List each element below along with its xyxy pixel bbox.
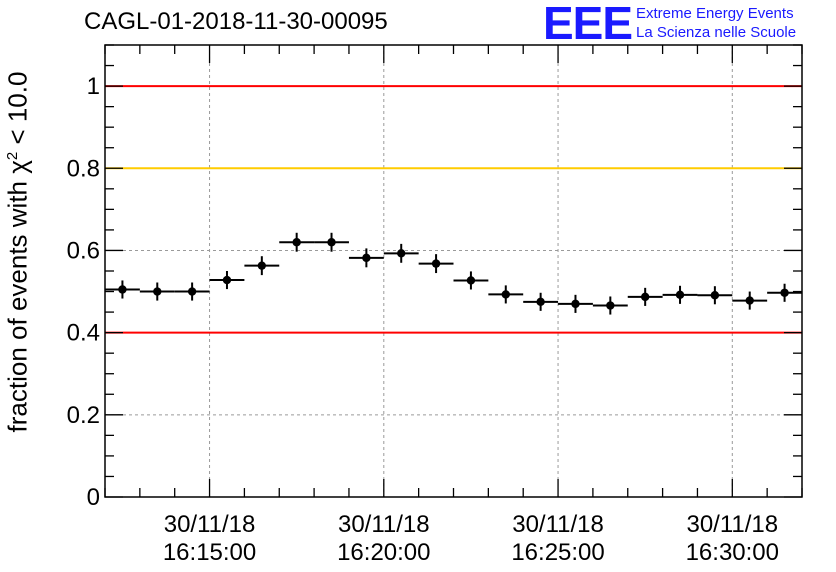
data-point [348,248,384,268]
point-marker [153,287,162,296]
point-marker [710,291,720,300]
logo-caption-line1: Extreme Energy Events [636,5,794,22]
y-axis-label-sup: 2 [3,151,21,161]
point-marker [466,276,476,285]
data-point [418,254,454,274]
x-tick-label-time: 16:20:00 [337,539,430,566]
data-point [174,282,210,301]
x-tick-label-date: 30/11/18 [164,511,256,538]
point-marker [571,299,580,309]
data-point [558,294,593,313]
point-marker [118,285,127,294]
data-point [244,256,280,276]
point-marker [501,290,510,299]
data-point [732,291,768,310]
data-point [767,283,802,302]
data-point [383,243,419,263]
point-marker [397,249,406,258]
y-axis-label-prefix: fraction of events with χ [2,160,33,433]
eee-logo: EEE [543,0,633,49]
point-marker [606,301,615,310]
logo-caption-line2: La Scienza nelle Scuole [636,24,797,41]
data-point [592,296,628,315]
point-marker [745,296,754,305]
y-tick-label: 1 [87,73,100,100]
point-marker [187,287,197,296]
x-tick-label-time: 16:25:00 [511,539,604,566]
point-marker [675,290,685,300]
y-axis-label: fraction of events with χ2 < 10.0 [3,72,34,433]
point-marker [257,261,267,270]
point-marker [222,275,232,285]
data-point [662,285,698,304]
point-marker [640,292,650,302]
y-tick-label: 0 [87,484,100,511]
point-marker [780,288,789,297]
x-tick-label-date: 30/11/18 [686,511,778,538]
axes: 00.20.40.60.8130/11/1816:15:0030/11/1816… [67,44,803,566]
y-tick-label: 0.4 [67,320,100,347]
point-marker [431,259,441,268]
data-points [105,232,802,315]
data-point [105,280,140,299]
x-tick-label-date: 30/11/18 [512,511,604,538]
point-marker [362,253,371,263]
grid-layer [105,45,802,497]
data-point [209,271,245,290]
logo-caption: Extreme Energy Events La Scienza nelle S… [636,4,796,42]
data-point [697,286,733,305]
point-marker [536,297,545,307]
data-point [453,271,489,290]
x-tick-label-time: 16:15:00 [163,539,256,566]
y-axis-label-suffix: < 10.0 [2,71,33,152]
data-point [523,292,559,311]
y-tick-label: 0.8 [67,155,100,182]
y-tick-label: 0.2 [67,402,100,429]
data-point [627,287,663,306]
point-marker [292,238,301,247]
x-tick-label-time: 16:30:00 [686,539,779,566]
x-tick-label-date: 30/11/18 [338,511,430,538]
reference-lines [105,85,802,334]
y-tick-label: 0.6 [67,237,100,264]
point-marker [327,238,336,247]
data-point [279,232,315,252]
chart-title: CAGL-01-2018-11-30-00095 [84,8,388,35]
data-point [488,285,524,304]
data-point [314,232,349,252]
data-point [139,282,175,301]
